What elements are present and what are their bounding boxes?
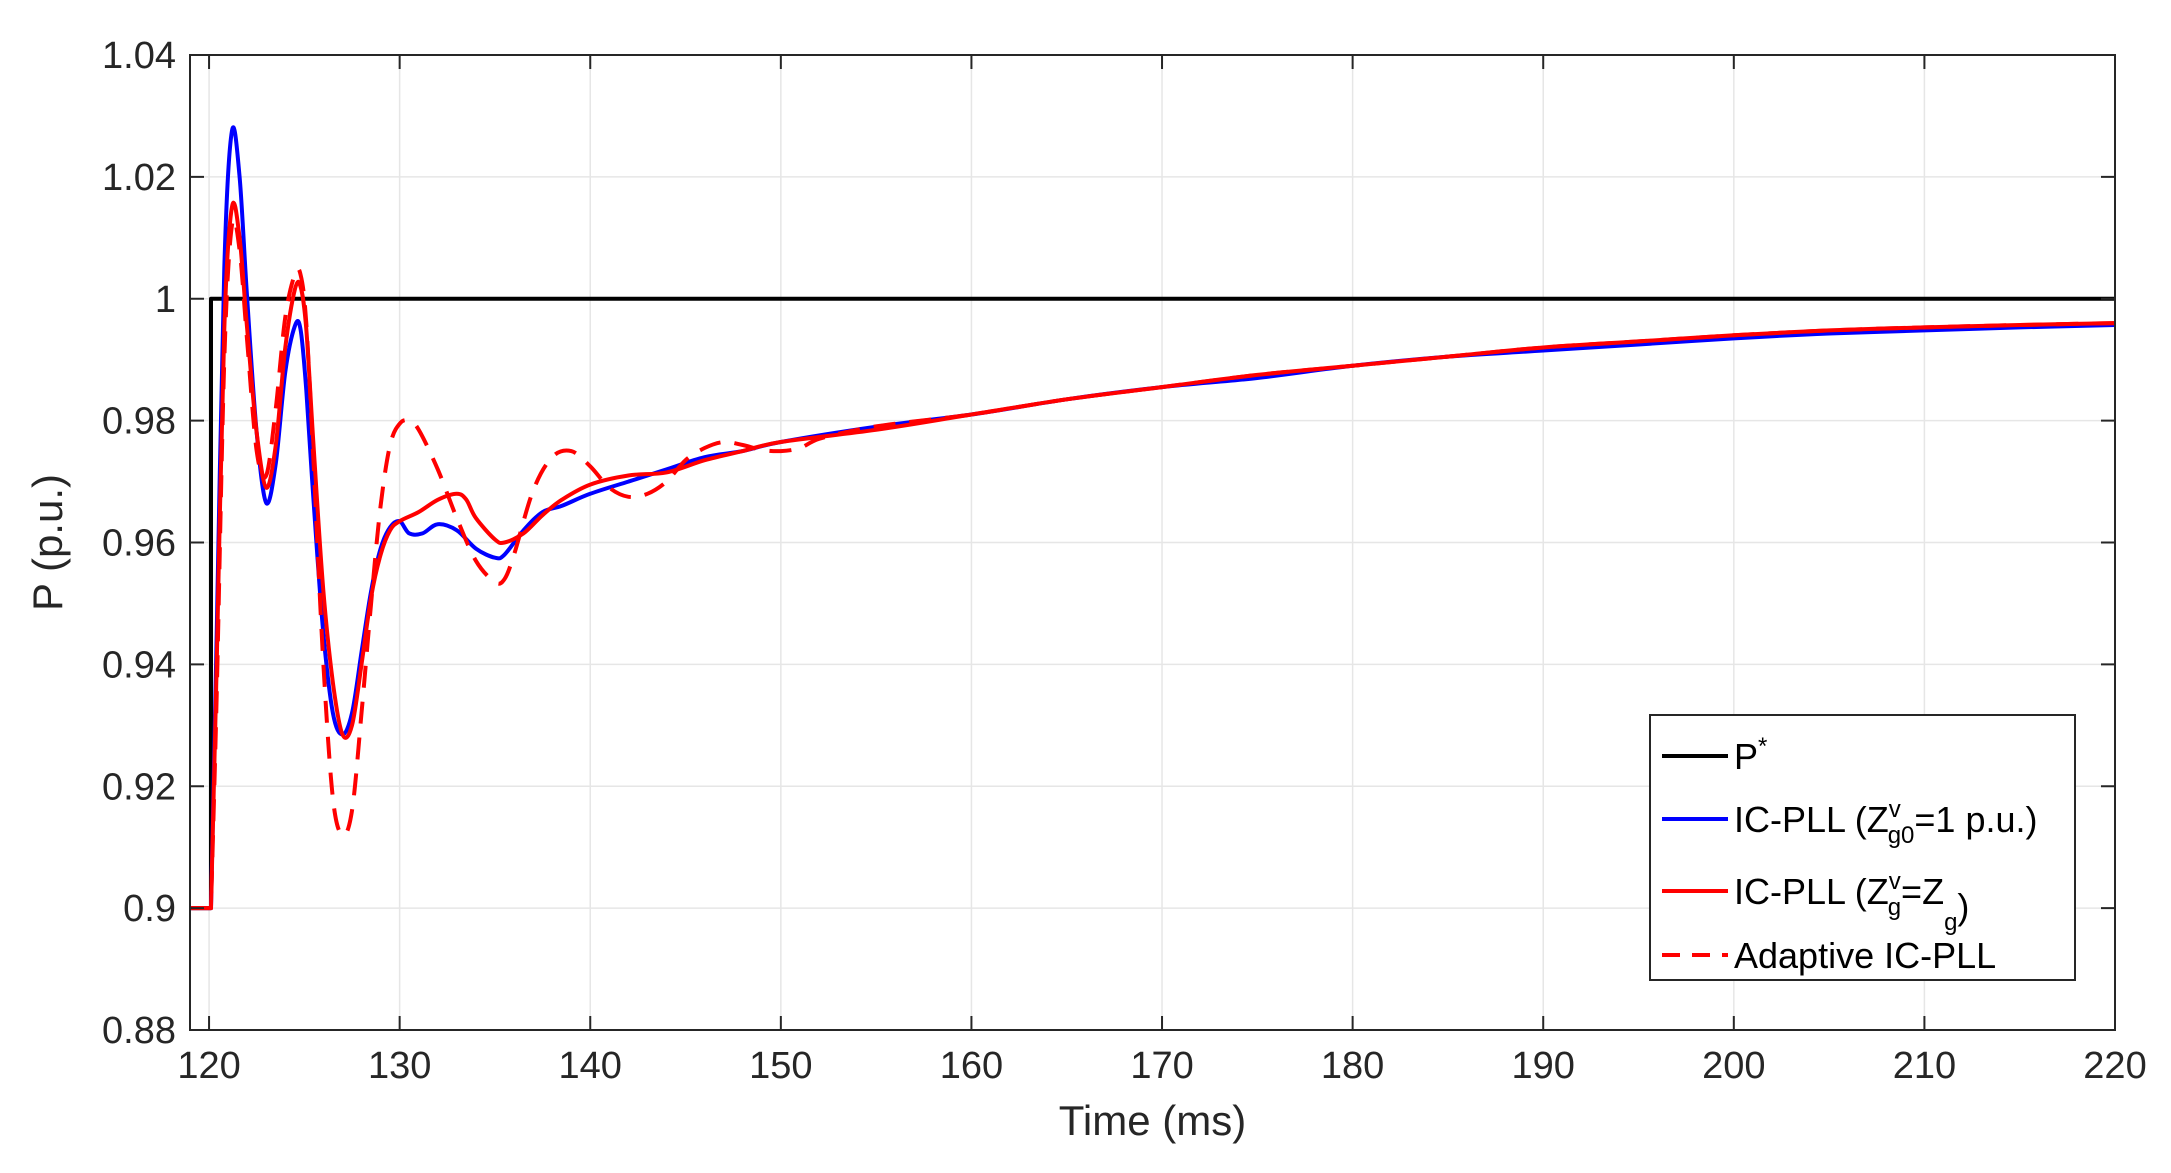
legend-text-part: * — [1758, 733, 1767, 760]
legend-text-part: g0 — [1888, 822, 1915, 849]
x-tick-label: 210 — [1893, 1045, 1956, 1087]
x-tick-label: 150 — [749, 1045, 812, 1087]
legend-text-part: g — [1944, 909, 1957, 936]
x-tick-label: 220 — [2083, 1045, 2146, 1087]
x-tick-label: 130 — [368, 1045, 431, 1087]
legend-text-part: Adaptive IC-PLL — [1734, 935, 1996, 976]
legend-label-ic-pll-zvg0-1-p-u: IC-PLL (Zv g0=1 p.u.) — [1734, 796, 2037, 849]
y-tick-label: 1.02 — [102, 157, 176, 199]
legend-text-part: =Z — [1901, 871, 1944, 912]
y-tick-label: 0.94 — [102, 644, 176, 686]
x-tick-labels: 120 130 140 150 160 170 180 190 200 210 220 — [177, 1045, 2146, 1087]
legend-text-part: IC-PLL (Z — [1734, 799, 1889, 840]
series-line-ic-pll-zvg-zg — [190, 200, 2116, 911]
legend-text-part: v — [1889, 796, 1901, 823]
x-tick-label: 120 — [177, 1045, 240, 1087]
legend-label-p: P* — [1734, 733, 1767, 777]
y-tick-label: 0.9 — [123, 888, 176, 930]
legend-text-part: =1 p.u.) — [1914, 799, 2037, 840]
legend-text-part: ) — [1957, 886, 1969, 927]
legend: P*IC-PLL (Zv g0=1 p.u.)IC-PLL (Zv g=Zg)Ada… — [1649, 714, 2076, 981]
legend-text-part: IC-PLL (Z — [1734, 871, 1889, 912]
y-tick-label: 0.88 — [102, 1010, 176, 1052]
x-tick-label: 180 — [1321, 1045, 1384, 1087]
y-tick-label: 0.96 — [102, 523, 176, 565]
x-tick-label: 200 — [1702, 1045, 1765, 1087]
legend-text-part: v — [1889, 868, 1901, 895]
tick-marks — [190, 54, 2116, 1031]
y-axis-label: P (p.u.) — [24, 474, 71, 611]
y-tick-labels: 0.88 0.9 0.92 0.94 0.96 0.98 1 1.02 1.04 — [102, 35, 176, 1052]
x-tick-label: 170 — [1130, 1045, 1193, 1087]
y-tick-label: 1.04 — [102, 35, 176, 77]
legend-label-adaptive-ic-pll: Adaptive IC-PLL — [1734, 935, 1996, 976]
x-tick-label: 190 — [1512, 1045, 1575, 1087]
x-tick-label: 140 — [559, 1045, 622, 1087]
legend-text-part: g — [1888, 894, 1901, 921]
legend-label-ic-pll-zvg-zg: IC-PLL (Zv g=Zg) — [1734, 868, 1969, 936]
y-tick-label: 0.98 — [102, 401, 176, 443]
legend-text-part: P — [1734, 736, 1758, 777]
y-tick-label: 0.92 — [102, 766, 176, 808]
x-axis-label: Time (ms) — [1059, 1097, 1246, 1144]
legend-box — [1649, 714, 2076, 981]
y-tick-label: 1 — [155, 279, 176, 321]
x-tick-label: 160 — [940, 1045, 1003, 1087]
